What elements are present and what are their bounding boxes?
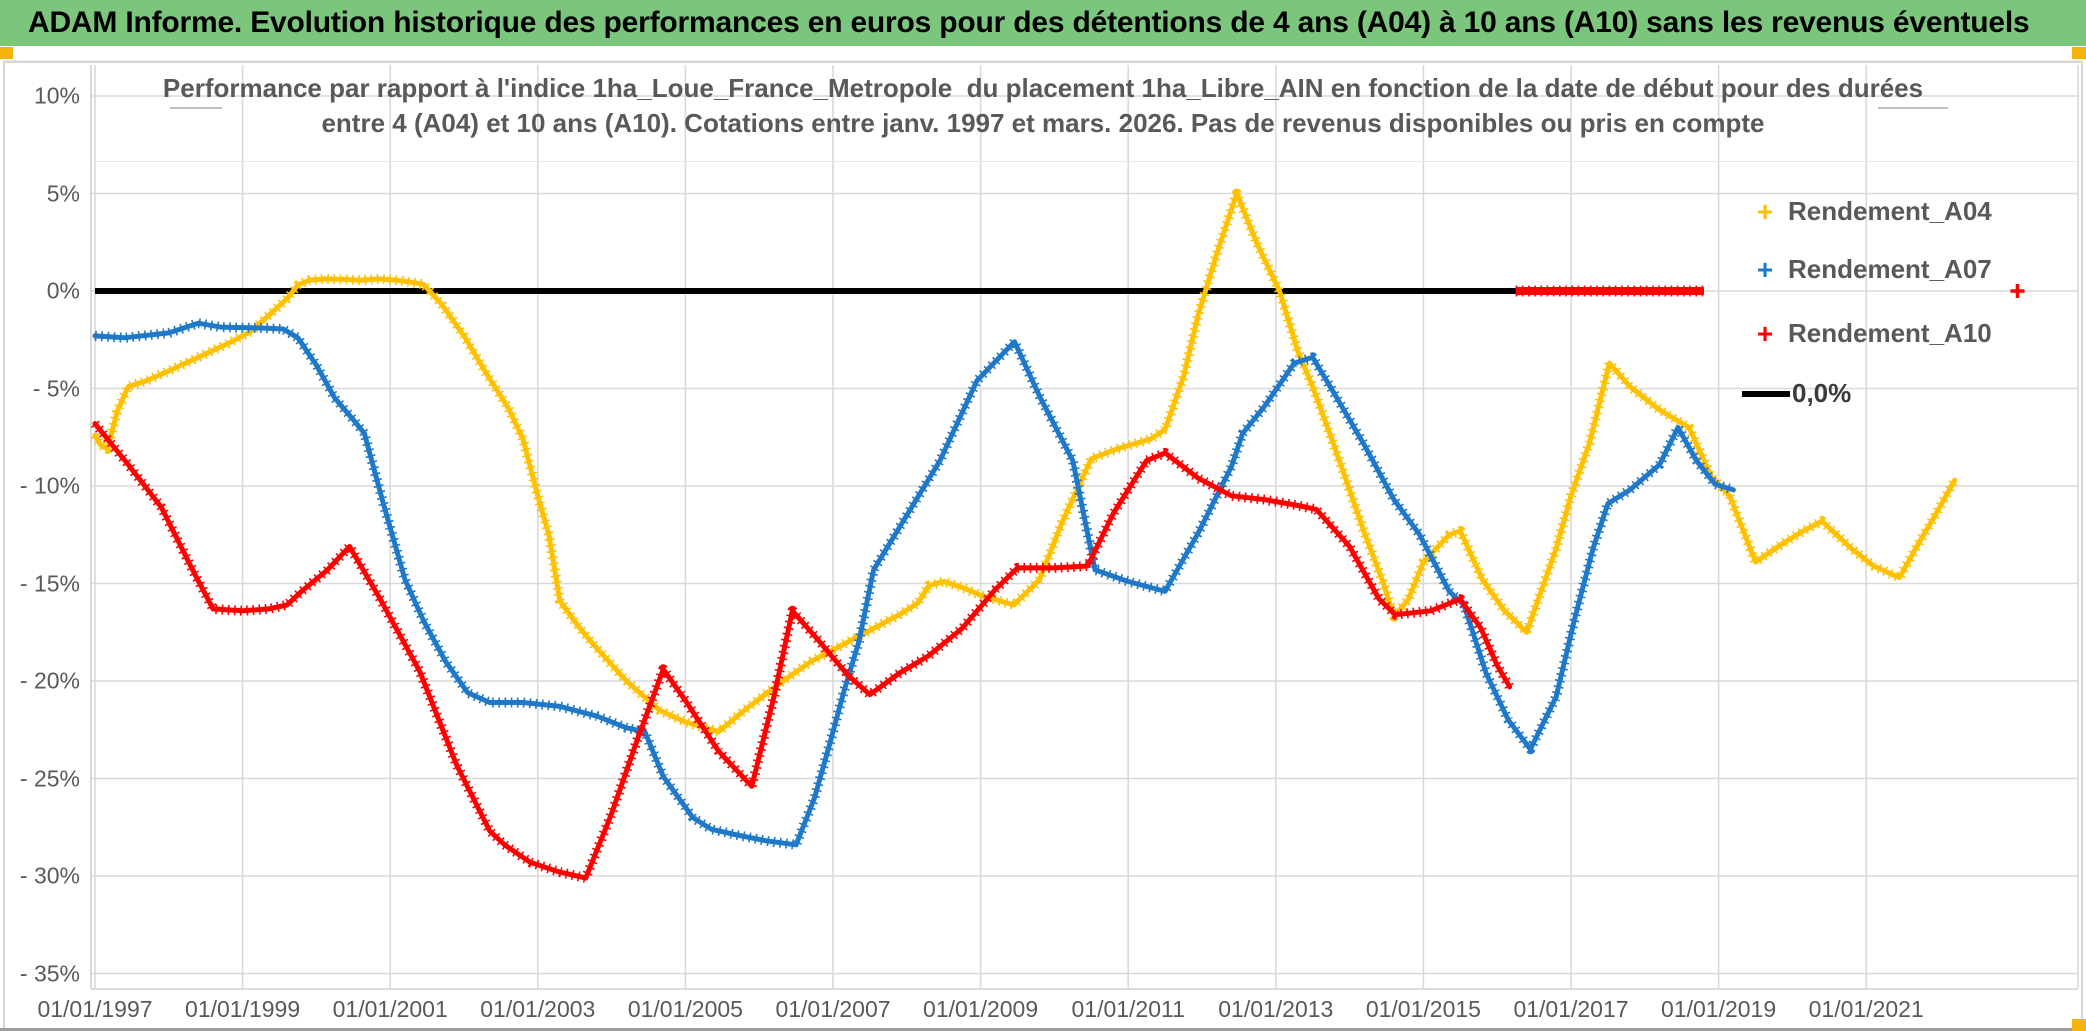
- chart-title-line-1[interactable]: Performance par rapport à l'indice 1ha_L…: [162, 73, 1924, 103]
- y-tick-label: - 35%: [19, 960, 80, 986]
- selection-corner-top-right: [2072, 47, 2086, 59]
- x-tick-label: 01/01/2019: [1661, 996, 1777, 1022]
- x-tick-label: 01/01/2009: [923, 996, 1039, 1022]
- window-bottom-edge: [0, 1028, 2086, 1031]
- x-tick-label: 01/01/2013: [1218, 996, 1334, 1022]
- plus-marker-icon: +: [1756, 317, 1774, 349]
- plus-marker-icon: +: [1756, 195, 1774, 227]
- y-tick-label: - 25%: [19, 765, 80, 791]
- y-tick-label: 0%: [46, 277, 80, 304]
- legend-item-zero-line[interactable]: 0,0%: [1742, 378, 1851, 409]
- title-underline: [91, 161, 2078, 162]
- x-tick-label: 01/01/1997: [37, 996, 153, 1022]
- y-tick-label: - 15%: [19, 570, 80, 596]
- legend-item-rendement-a10[interactable]: + Rendement_A10: [1742, 318, 1992, 349]
- page-title: ADAM Informe. Evolution historique des p…: [28, 6, 2030, 39]
- legend-label: Rendement_A04: [1788, 196, 1992, 226]
- series-markers-Rendement_A10: [91, 420, 1515, 883]
- x-tick-label: 01/01/2017: [1513, 996, 1629, 1022]
- page-header-banner: ADAM Informe. Evolution historique des p…: [0, 0, 2086, 46]
- legend-label: Rendement_A07: [1788, 254, 1992, 284]
- x-tick-label: 01/01/2021: [1808, 996, 1924, 1022]
- title-leader-line-left: [170, 107, 222, 109]
- plus-marker-icon: +: [1756, 253, 1774, 285]
- series-line-Rendement_A04: [92, 191, 1958, 735]
- legend-label: Rendement_A10: [1788, 318, 1992, 348]
- y-tick-label: 10%: [33, 82, 80, 109]
- header-separator: [0, 46, 2086, 61]
- y-tick-label: - 5%: [32, 375, 80, 401]
- legend-label: 0,0%: [1792, 378, 1852, 408]
- x-tick-label: 01/01/2007: [775, 996, 891, 1022]
- y-tick-label: - 10%: [19, 472, 80, 499]
- x-tick-label: 01/01/2015: [1365, 996, 1481, 1022]
- x-tick-label: 01/01/2001: [332, 996, 448, 1022]
- y-tick-label: - 20%: [19, 667, 80, 694]
- selection-corner-top-left: [0, 47, 13, 59]
- legend-item-rendement-a04[interactable]: + Rendement_A04: [1742, 196, 1992, 227]
- black-line-icon: [1742, 390, 1790, 397]
- a10-isolated-point: [2010, 284, 2025, 298]
- x-tick-label: 01/01/2003: [480, 996, 596, 1022]
- y-tick-label: - 30%: [19, 862, 80, 889]
- selection-corner-bottom-right: [2072, 1019, 2086, 1031]
- x-tick-label: 01/01/2011: [1071, 996, 1185, 1022]
- legend-item-rendement-a07[interactable]: + Rendement_A07: [1742, 254, 1992, 285]
- series-line-Rendement_A10: [92, 421, 1513, 881]
- chart-title-line-2[interactable]: entre 4 (A04) et 10 ans (A10). Cotations…: [321, 108, 1765, 138]
- x-tick-label: 01/01/1999: [185, 996, 301, 1022]
- y-tick-label: 5%: [46, 180, 80, 206]
- title-leader-line-right: [1878, 107, 1948, 109]
- series-markers-Rendement_A07: [94, 318, 1735, 850]
- x-tick-label: 01/01/2005: [627, 996, 743, 1022]
